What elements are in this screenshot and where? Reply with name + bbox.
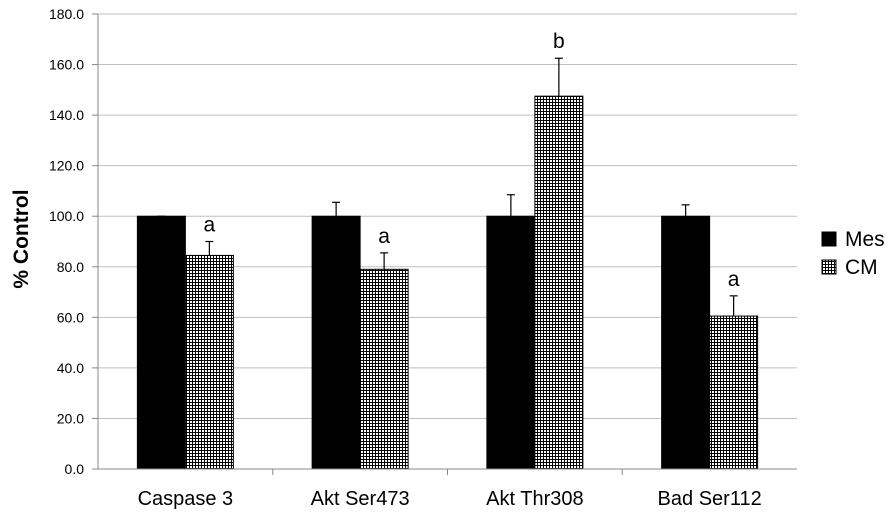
y-tick-label: 40.0 <box>57 360 84 376</box>
y-tick-label: 20.0 <box>57 410 84 426</box>
bar-cm <box>184 254 234 470</box>
bar-cm <box>534 95 584 470</box>
legend-label-mes: Mes <box>845 228 885 251</box>
y-axis-label: % Control <box>10 189 33 288</box>
x-tick-label: Akt Thr308 <box>486 488 583 510</box>
bars: a a b a <box>136 30 759 470</box>
legend-swatch-cm <box>821 259 837 275</box>
significance-label: a <box>378 225 390 248</box>
legend-label-cm: CM <box>845 256 878 279</box>
x-axis-labels: Caspase 3 Akt Ser473 Akt Thr308 Bad Ser112 <box>138 488 762 510</box>
legend-swatch-mes <box>821 231 837 247</box>
y-tick-label: 60.0 <box>57 309 84 325</box>
x-tick-label: Akt Ser473 <box>311 488 410 510</box>
x-tick-label: Caspase 3 <box>138 488 234 510</box>
legend: Mes CM <box>821 228 885 279</box>
bar-mes <box>311 215 361 470</box>
bar-mes <box>486 215 536 470</box>
bar-cm <box>709 315 759 470</box>
y-tick-label: 160.0 <box>49 57 84 73</box>
bar-mes <box>136 215 186 470</box>
significance-label: a <box>204 214 216 237</box>
y-tick-label: 80.0 <box>57 259 84 275</box>
axes <box>97 14 797 475</box>
significance-label: a <box>728 268 740 291</box>
y-axis-ticks: 0.0 20.0 40.0 60.0 80.0 100.0 120.0 140.0 160.0 1… <box>49 6 98 477</box>
y-tick-label: 180.0 <box>49 6 84 22</box>
bar-mes <box>661 215 711 470</box>
y-tick-label: 100.0 <box>49 208 84 224</box>
y-tick-label: 120.0 <box>49 158 84 174</box>
x-tick-label: Bad Ser112 <box>658 488 762 510</box>
y-tick-label: 0.0 <box>65 461 85 477</box>
bar-cm <box>359 268 409 470</box>
significance-label: b <box>553 30 565 53</box>
y-tick-label: 140.0 <box>49 107 84 123</box>
